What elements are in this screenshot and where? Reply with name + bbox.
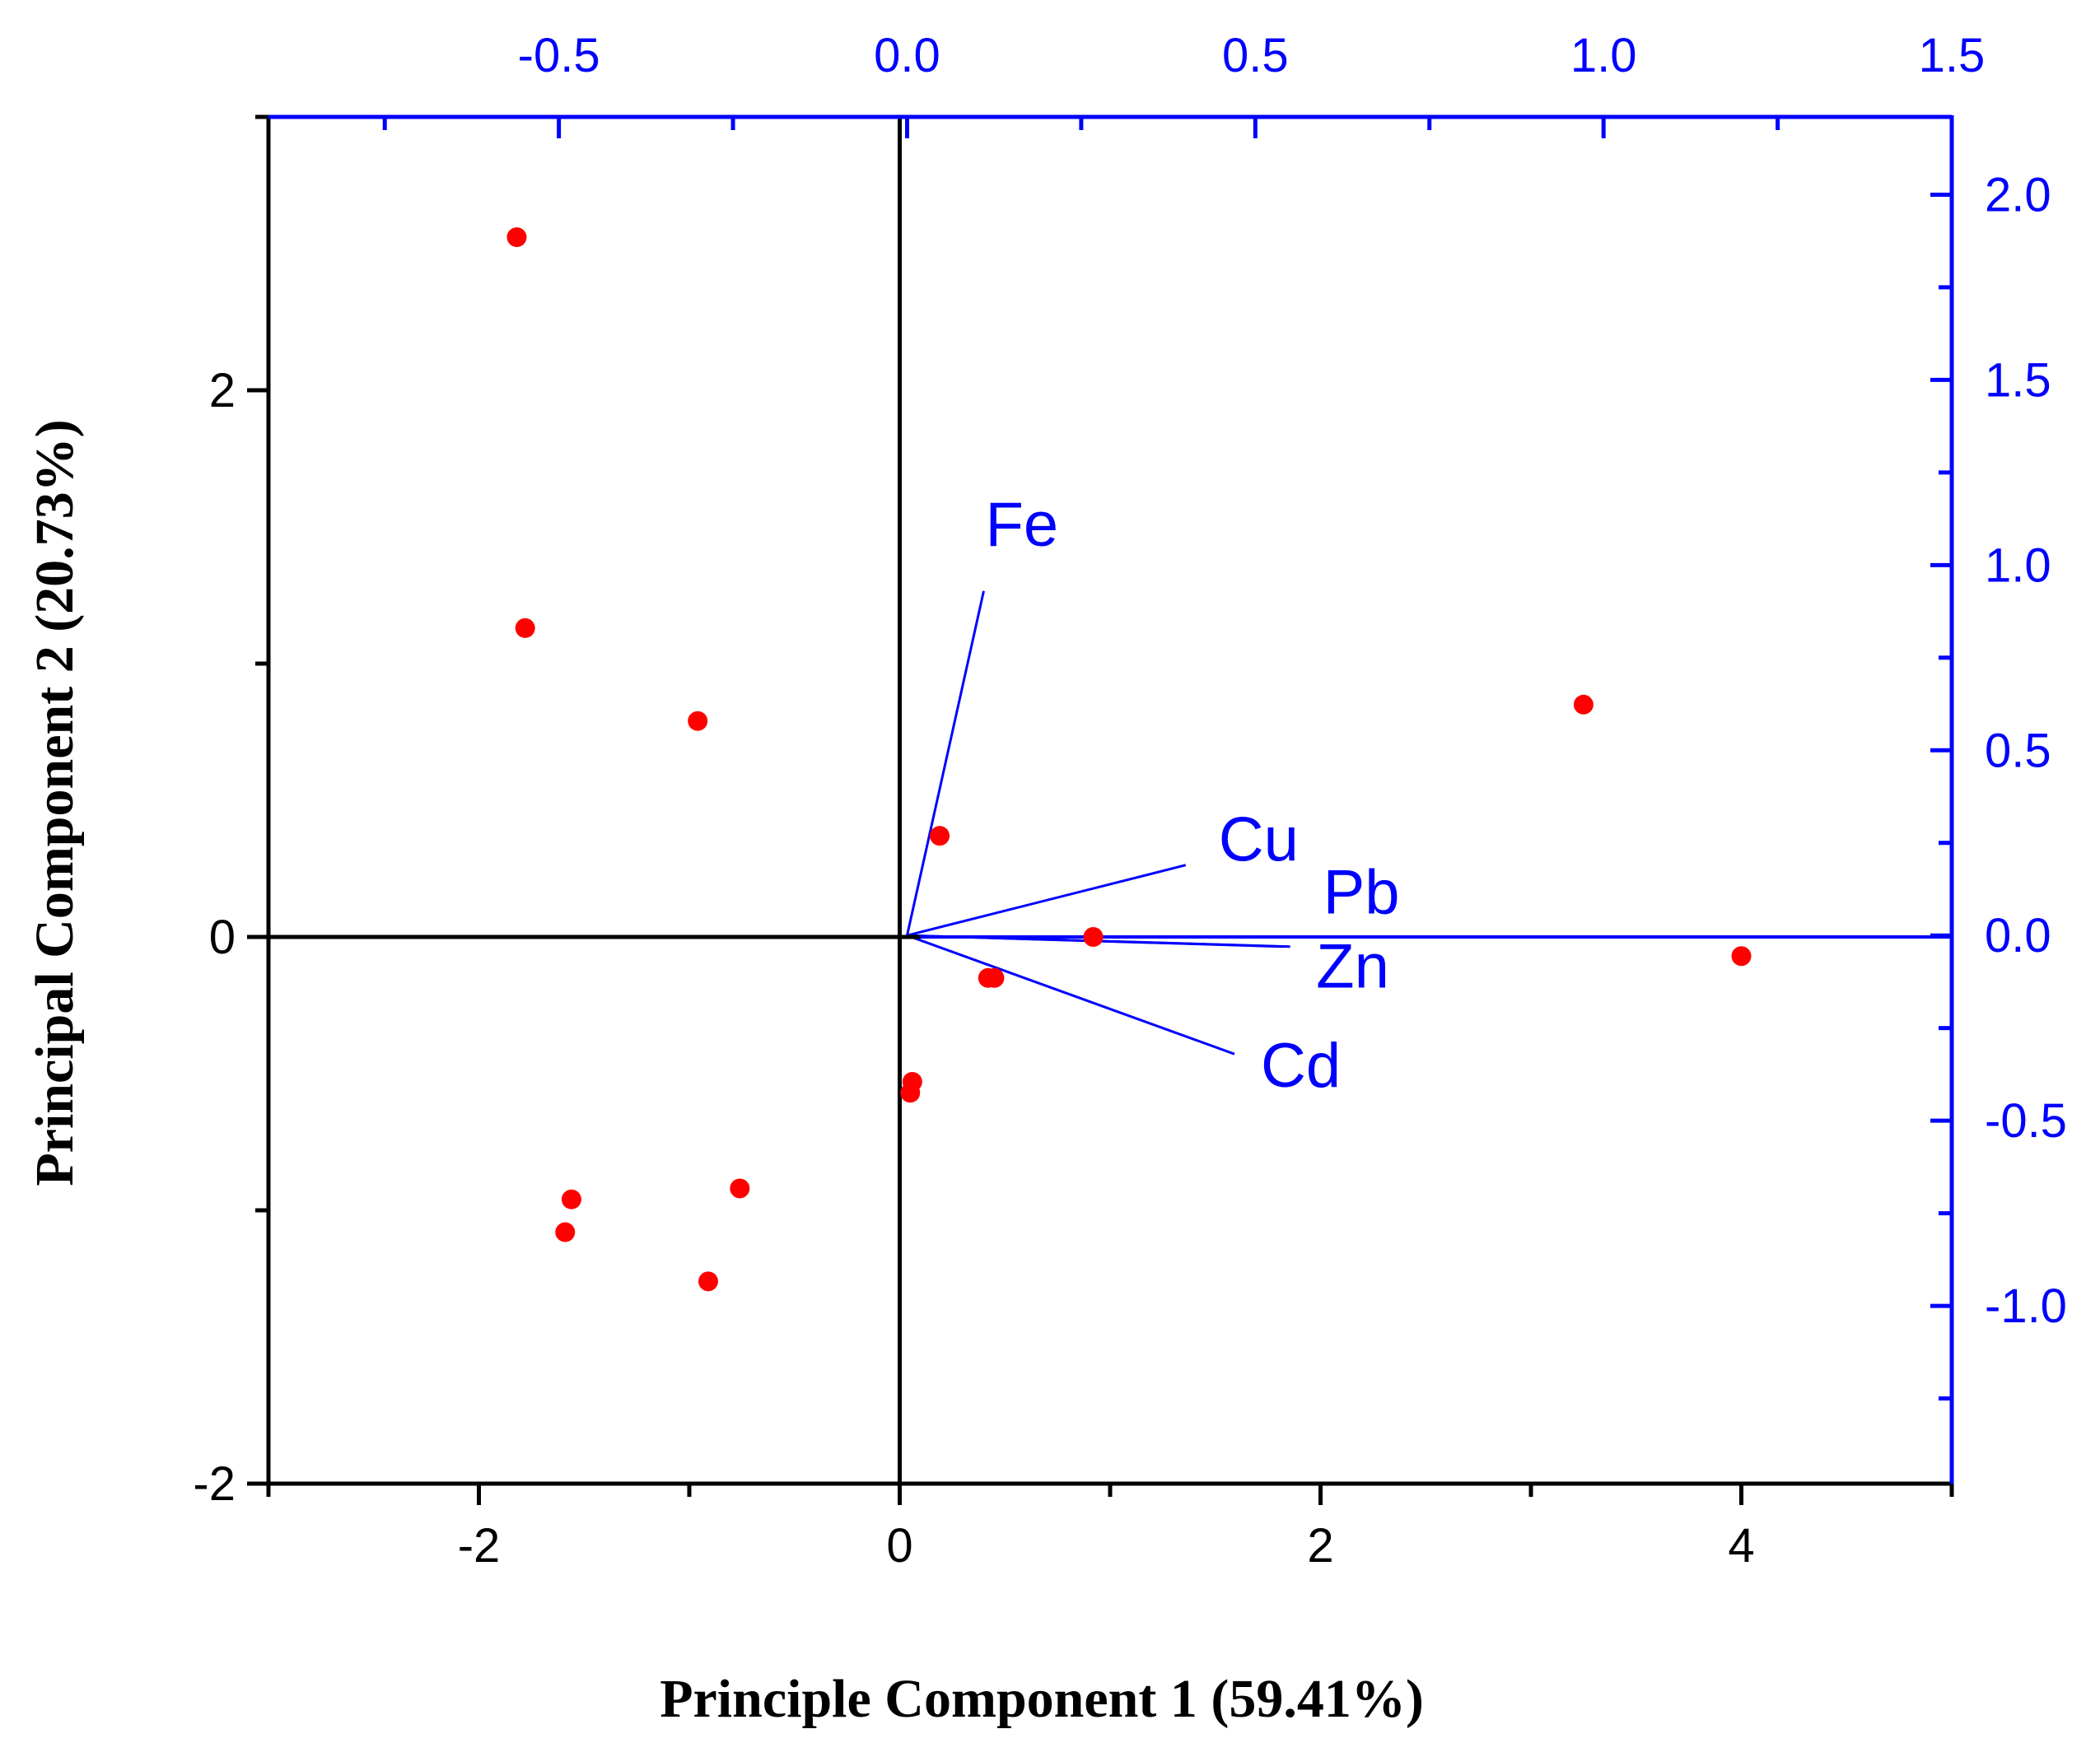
loading-vector-cu [907,864,1187,937]
plot-frame [266,114,1954,1486]
x-axis-title: Principle Component 1 (59.41%) [660,1669,1424,1729]
score-point [688,711,708,731]
top-tick-label: 1.0 [1570,29,1637,82]
score-point [1083,927,1104,947]
score-point [730,1178,750,1199]
score-point [561,1189,581,1209]
score-point [555,1222,576,1242]
score-point [1573,694,1594,715]
y-axis-title: Principal Component 2 (20.73%) [25,419,85,1186]
score-point [984,967,1005,988]
x-tick-label: -2 [458,1519,501,1573]
score-point [900,1083,921,1103]
axis-ticks: -2 0 2 4 -2 0 2 -0.5 0.0 0.5 1.0 1.5 -1.0 -0.5 0.0 0.5 1… [193,29,2067,1573]
x-tick-label: 2 [1307,1519,1333,1573]
top-tick-label: -0.5 [518,29,600,82]
y-tick-label: 2 [209,364,236,417]
y-tick-label: 0 [209,911,236,964]
right-tick-label: -1.0 [1985,1279,2067,1333]
score-point [930,826,950,846]
right-tick-label: 2.0 [1985,168,2051,221]
score-points [506,227,1752,1292]
right-tick-label: 0.0 [1985,909,2051,962]
score-point [515,618,535,638]
x-tick-label: 4 [1728,1519,1754,1573]
x-tick-label: 0 [886,1519,912,1573]
loading-label-pb: Pb [1323,858,1400,928]
top-tick-label: 0.0 [874,29,940,82]
loading-vector-fe [906,590,985,936]
loading-vector-cd [906,934,1235,1056]
loading-label-zn: Zn [1316,932,1389,1002]
loading-label-fe: Fe [986,490,1059,560]
top-tick-label: 1.5 [1919,29,1986,82]
right-tick-label: 0.5 [1985,724,2051,777]
score-point [506,227,527,248]
zero-lines [268,117,1952,1484]
y-tick-label: -2 [193,1457,236,1511]
loading-label-cu: Cu [1219,805,1299,875]
loading-label-cd: Cd [1261,1031,1341,1101]
right-tick-label: 1.5 [1985,353,2051,407]
score-point [698,1271,718,1292]
right-tick-label: -0.5 [1985,1094,2067,1148]
right-tick-label: 1.0 [1985,538,2051,592]
score-point [1731,946,1752,967]
top-tick-label: 0.5 [1222,29,1289,82]
